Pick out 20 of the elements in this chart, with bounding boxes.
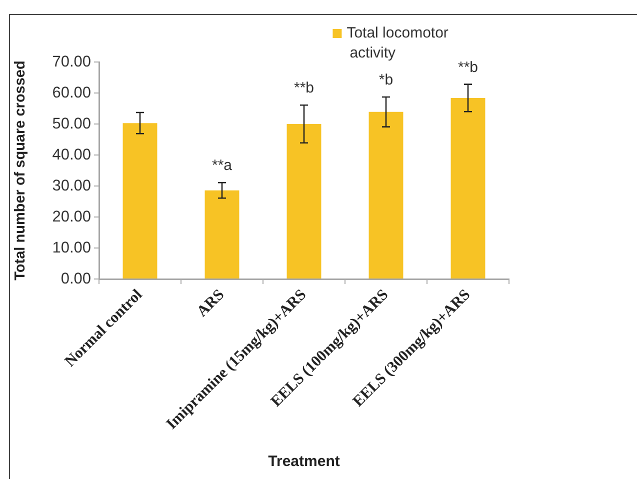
y-tick-label: 40.00 [52,146,92,164]
bar [122,123,158,278]
y-tick-label: 60.00 [52,84,92,102]
annotation: *b [378,72,394,89]
annotation: **b [458,58,478,76]
bar [286,124,322,278]
legend-label: Total locomotor activity [346,24,448,62]
y-tick-label: 50.00 [52,115,92,132]
y-tick-label: 10.00 [52,239,92,256]
bar [368,112,404,278]
y-tick-label: 70.00 [52,53,92,70]
y-tick-label: 0.00 [60,270,92,288]
y-axis-title: Total number of square crossed [12,60,29,280]
y-tick-label: 30.00 [52,177,92,194]
bar [450,98,486,278]
x-axis-title: Treatment [268,453,340,470]
bar [204,190,240,278]
y-tick-label: 20.00 [52,208,92,226]
annotation: **b [294,80,314,97]
annotation: **a [212,157,233,174]
